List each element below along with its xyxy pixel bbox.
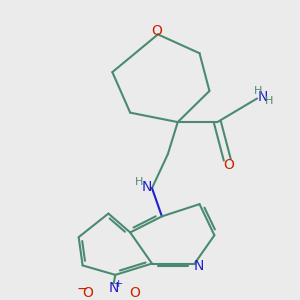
Text: O: O — [82, 286, 93, 300]
Text: H: H — [135, 177, 144, 187]
Text: O: O — [151, 24, 162, 38]
Text: O: O — [129, 286, 140, 300]
Text: +: + — [114, 279, 124, 289]
Text: N: N — [109, 280, 119, 295]
Text: −: − — [77, 282, 88, 296]
Text: O: O — [223, 158, 234, 172]
Text: N: N — [258, 90, 268, 104]
Text: N: N — [194, 259, 204, 273]
Text: H: H — [265, 96, 273, 106]
Text: N: N — [141, 180, 152, 194]
Text: H: H — [254, 85, 263, 96]
